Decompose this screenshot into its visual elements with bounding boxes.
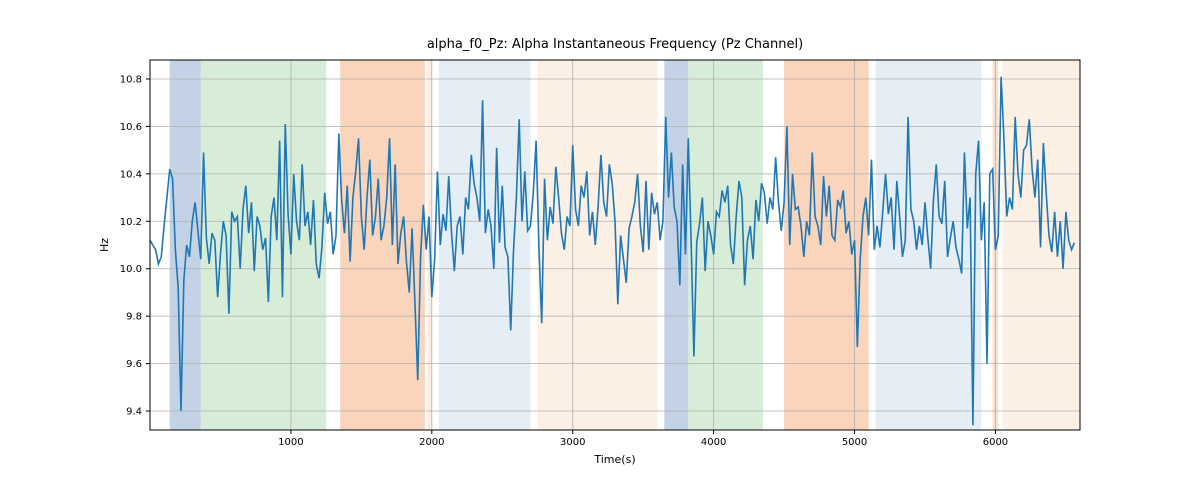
y-tick-label: 10.8 — [120, 74, 142, 85]
y-tick-label: 9.8 — [126, 312, 142, 323]
y-tick-label: 9.4 — [126, 407, 142, 418]
y-tick-label: 9.6 — [126, 359, 142, 370]
x-tick-label: 4000 — [701, 437, 726, 448]
y-tick-label: 10.4 — [120, 169, 142, 180]
y-tick-label: 10.0 — [120, 264, 142, 275]
x-axis-label: Time(s) — [593, 453, 635, 466]
y-tick-label: 10.6 — [120, 122, 142, 133]
x-tick-label: 1000 — [278, 437, 303, 448]
chart-title: alpha_f0_Pz: Alpha Instantaneous Frequen… — [427, 37, 803, 52]
x-tick-label: 2000 — [419, 437, 444, 448]
background-bands — [170, 60, 1080, 430]
y-axis-label: Hz — [98, 238, 111, 252]
x-tick-label: 5000 — [842, 437, 867, 448]
band — [784, 60, 869, 430]
line-chart: 1000 2000 3000 4000 5000 6000 9.4 9.6 9.8 10.0 10.… — [0, 0, 1200, 500]
x-tick-label: 3000 — [560, 437, 585, 448]
band — [552, 60, 658, 430]
y-tick-label: 10.2 — [120, 217, 142, 228]
x-tick-label: 6000 — [983, 437, 1008, 448]
chart-container: 1000 2000 3000 4000 5000 6000 9.4 9.6 9.8 10.0 10.… — [0, 0, 1200, 500]
